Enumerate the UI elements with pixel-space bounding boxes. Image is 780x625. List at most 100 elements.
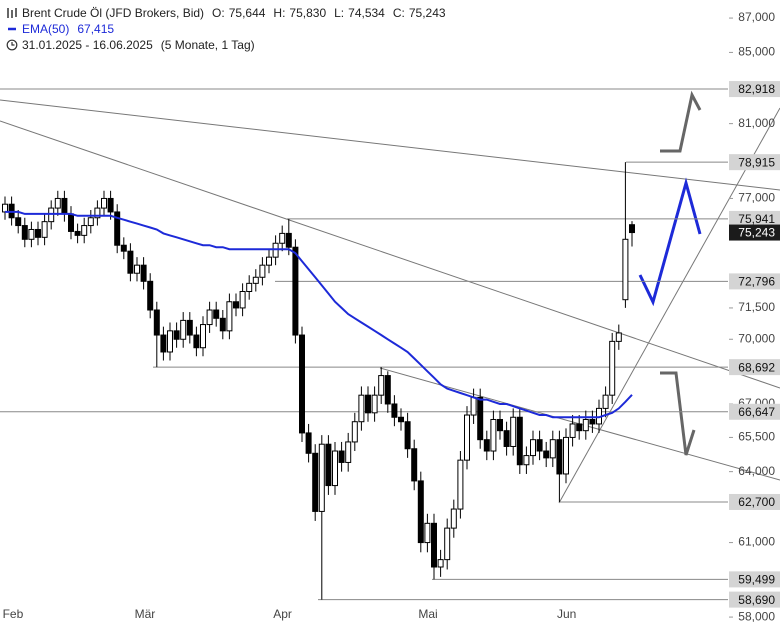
candle-body [384, 375, 391, 405]
candle-body [530, 439, 536, 457]
candle-body [94, 207, 101, 219]
candle-body [312, 452, 319, 512]
candle-body [536, 439, 543, 452]
ohlc-label: H: [273, 6, 286, 20]
candle-body [523, 455, 530, 466]
candle-body [622, 238, 629, 301]
candle-body [61, 197, 68, 215]
candle-body [160, 334, 167, 353]
candle-body [582, 418, 589, 432]
candle-body [173, 330, 180, 340]
candle-body [411, 448, 418, 482]
level-label: 66,647 [738, 405, 775, 419]
level-label: 75,941 [738, 212, 775, 226]
y-tick-label: 65,500 [738, 430, 775, 444]
candle-body [246, 282, 253, 292]
candle-body [483, 439, 490, 452]
candle-body [213, 309, 220, 319]
candle-body [510, 416, 517, 447]
date-range: 31.01.2025 - 16.06.2025 [22, 38, 153, 52]
candle-body [35, 228, 41, 238]
candle-body [120, 244, 127, 252]
legend-title: Brent Crude Öl (JFD Brokers, Bid) [22, 6, 205, 20]
last-price-label: 75,243 [738, 226, 775, 240]
candle-body [503, 430, 510, 447]
ohlc-value: 75,644 [228, 6, 266, 20]
candle-body [358, 394, 365, 423]
candle-body [239, 290, 246, 309]
candle-body [219, 317, 226, 332]
legend-row: EMA(50) 67,415 [6, 21, 446, 37]
x-tick-label: Apr [273, 607, 292, 621]
period: (5 Monate, 1 Tag) [160, 38, 255, 52]
ema-swatch [8, 27, 16, 31]
candle-body [292, 246, 299, 336]
level-label-box [729, 403, 780, 420]
y-tick-label: 70,000 [738, 331, 775, 345]
ema-value: 67,415 [77, 22, 115, 36]
candle-body [444, 527, 451, 561]
candle-body [206, 309, 213, 326]
level-label: 72,796 [738, 275, 775, 289]
candle-body [365, 394, 371, 414]
y-tick-label: 81,000 [738, 116, 775, 130]
candle-body [516, 416, 523, 466]
ema-name: EMA(50) [22, 22, 70, 36]
candle-body [464, 414, 470, 461]
candle-body [318, 443, 325, 512]
candle-body [259, 264, 266, 278]
candle-body [226, 301, 233, 332]
level-label: 59,499 [738, 573, 775, 587]
candle-body [431, 522, 437, 568]
scenario-arrow [660, 90, 702, 153]
y-tick-label: 64,000 [738, 464, 775, 478]
level-label-box [729, 210, 780, 227]
clock-icon [6, 39, 18, 51]
x-tick-label: Mai [418, 607, 437, 621]
candle-body [391, 403, 398, 418]
candle-body [615, 332, 622, 342]
candle-body [114, 211, 121, 246]
ohlc-label: O: [212, 6, 225, 20]
candle-body [28, 228, 35, 240]
candle-body [338, 450, 345, 463]
candle-body [107, 197, 114, 213]
candle-body [602, 394, 609, 409]
candle-body [140, 264, 147, 282]
x-tick-label: Jun [557, 607, 576, 621]
candle-body [569, 423, 576, 438]
level-label-box [729, 81, 780, 98]
candle-body [200, 324, 206, 349]
candle-body [437, 559, 444, 568]
candle-body [134, 264, 140, 274]
level-label-box [729, 591, 780, 608]
candle-body [41, 221, 48, 238]
level-label-box [729, 154, 780, 171]
candle-body [54, 197, 61, 209]
candle-body [186, 319, 193, 336]
level-label: 78,915 [738, 155, 775, 169]
candle-body [21, 225, 28, 240]
trendline [0, 99, 780, 191]
candle-body [81, 225, 88, 236]
candle-body [153, 309, 160, 336]
candle-body [272, 242, 279, 258]
level-label: 62,700 [738, 495, 775, 509]
candle-body [167, 330, 173, 353]
ema-line [5, 210, 633, 419]
level-label-box [729, 359, 780, 376]
ohlc-value: 75,243 [408, 6, 446, 20]
candle-body [147, 280, 154, 311]
y-tick-label: 87,000 [738, 10, 775, 24]
candle-body [378, 375, 385, 396]
candle-body [470, 396, 477, 416]
level-label: 82,918 [738, 82, 775, 96]
candle-body [68, 213, 74, 232]
candle-body [193, 334, 200, 349]
candle-body [332, 450, 338, 487]
candle-body [398, 416, 404, 423]
candle-body [609, 340, 616, 396]
candle-body [87, 217, 94, 227]
candle-body [325, 443, 332, 487]
